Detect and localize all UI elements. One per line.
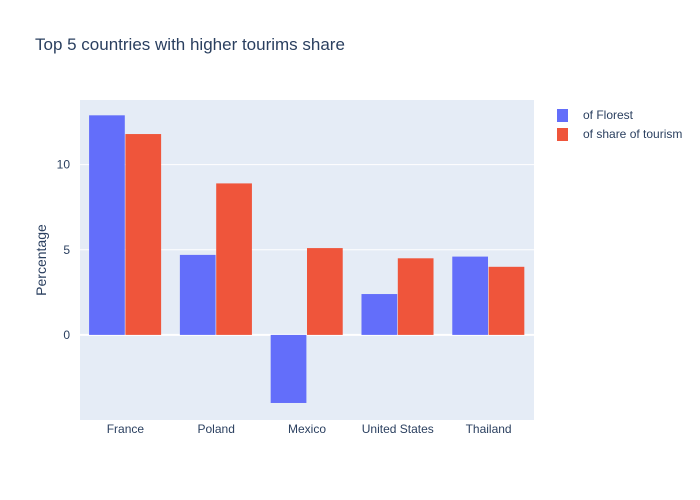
y-tick-label: 0 [63,328,70,342]
bar[interactable] [216,183,252,335]
bar[interactable] [361,294,398,335]
bar[interactable] [179,254,216,335]
x-axis-ticks: France Poland Mexico United States Thailand [107,422,512,436]
legend[interactable]: of Florest of share of tourism [557,108,682,141]
y-axis-ticks: 0 5 10 [57,158,71,342]
legend-swatch[interactable] [557,128,568,141]
x-tick-label: Mexico [288,422,326,436]
x-tick-label: France [107,422,145,436]
y-tick-label: 10 [57,158,71,172]
bar[interactable] [125,134,162,335]
x-tick-label: Poland [198,422,235,436]
bar[interactable] [270,334,307,403]
legend-swatch[interactable] [557,109,568,122]
chart-title: Top 5 countries with higher tourims shar… [35,35,345,54]
y-tick-label: 5 [63,243,70,257]
bar[interactable] [452,256,488,335]
bar[interactable] [89,115,125,335]
x-tick-label: Thailand [466,422,512,436]
legend-item-label[interactable]: of share of tourism [583,127,682,141]
bar[interactable] [488,266,525,335]
bars [89,115,525,403]
x-tick-label: United States [362,422,434,436]
legend-item-label[interactable]: of Florest [583,108,634,122]
y-axis-title: Percentage [33,224,49,296]
bar[interactable] [307,248,343,335]
bar[interactable] [397,258,434,335]
